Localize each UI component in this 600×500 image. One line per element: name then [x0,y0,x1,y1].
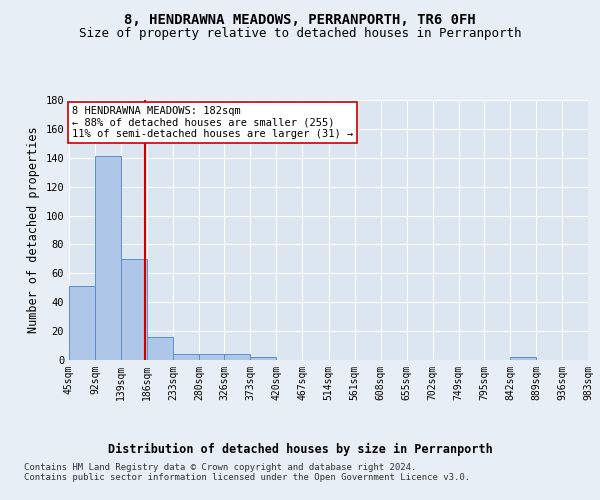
Text: Distribution of detached houses by size in Perranporth: Distribution of detached houses by size … [107,442,493,456]
Bar [95,156,121,360]
Text: Contains HM Land Registry data © Crown copyright and database right 2024.
Contai: Contains HM Land Registry data © Crown c… [24,462,470,482]
Text: 8, HENDRAWNA MEADOWS, PERRANPORTH, TR6 0FH: 8, HENDRAWNA MEADOWS, PERRANPORTH, TR6 0… [124,12,476,26]
Text: Size of property relative to detached houses in Perranporth: Size of property relative to detached ho… [79,28,521,40]
Text: 8 HENDRAWNA MEADOWS: 182sqm
← 88% of detached houses are smaller (255)
11% of se: 8 HENDRAWNA MEADOWS: 182sqm ← 88% of det… [72,106,353,139]
Bar [121,259,147,360]
Bar [250,357,277,360]
Y-axis label: Number of detached properties: Number of detached properties [27,126,40,334]
Bar [173,354,199,360]
Bar [69,286,95,360]
Bar [510,357,536,360]
Bar [199,354,225,360]
Bar [147,337,173,360]
Bar [224,354,250,360]
